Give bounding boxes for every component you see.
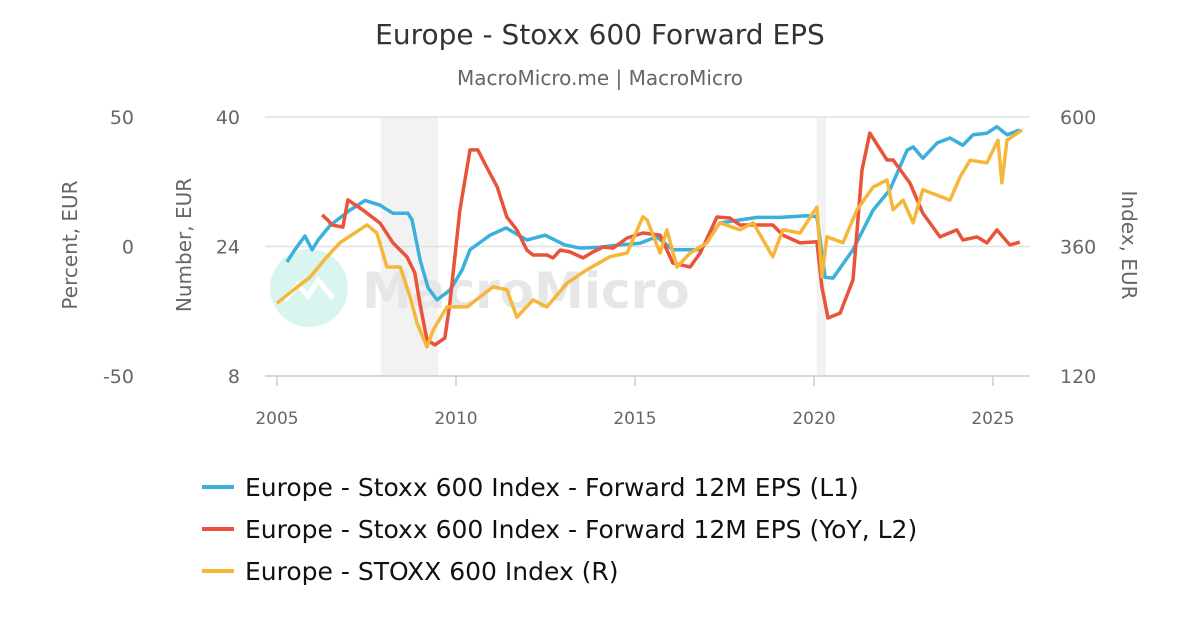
watermark-text: MacroMicro <box>362 262 690 320</box>
gridlines <box>265 116 1030 248</box>
watermark: MacroMicro <box>270 249 690 327</box>
legend-label-3: Europe - STOXX 600 Index (R) <box>245 557 619 586</box>
series-lines <box>275 124 1023 349</box>
axes: 2005 2010 2015 2020 2025 -50 0 50 8 24 40 120 360 600 <box>103 107 1096 429</box>
y-tick-label-left1: 24 <box>216 237 240 259</box>
legend: Europe - Stoxx 600 Index - Forward 12M E… <box>202 473 917 586</box>
y-tick-label-left1: 8 <box>228 366 240 388</box>
y-tick-label-right: 120 <box>1060 366 1096 388</box>
x-tick-label: 2005 <box>255 409 298 429</box>
axis-label-left2: Percent, EUR <box>58 180 82 309</box>
x-tick-label: 2010 <box>434 409 477 429</box>
legend-label-1: Europe - Stoxx 600 Index - Forward 12M E… <box>245 473 859 502</box>
y-tick-label-right: 600 <box>1060 107 1096 129</box>
watermark-logo-icon <box>270 249 348 327</box>
series-line-2 <box>320 131 1021 347</box>
x-tick-label: 2025 <box>971 409 1014 429</box>
x-tick-label: 2015 <box>613 409 656 429</box>
y-tick-label-left2: -50 <box>103 366 134 388</box>
chart-subtitle: MacroMicro.me | MacroMicro <box>457 66 743 90</box>
axis-label-left1: Number, EUR <box>172 178 196 312</box>
y-tick-label-left1: 40 <box>216 107 240 129</box>
legend-label-2: Europe - Stoxx 600 Index - Forward 12M E… <box>245 515 917 544</box>
y-tick-label-right: 360 <box>1060 237 1096 259</box>
axis-label-right: Index, EUR <box>1117 191 1141 300</box>
y-tick-label-left2: 50 <box>110 107 134 129</box>
series-line-3 <box>275 128 1023 349</box>
y-tick-label-left2: 0 <box>122 237 134 259</box>
x-tick-label: 2020 <box>792 409 835 429</box>
chart-title: Europe - Stoxx 600 Forward EPS <box>375 18 825 51</box>
